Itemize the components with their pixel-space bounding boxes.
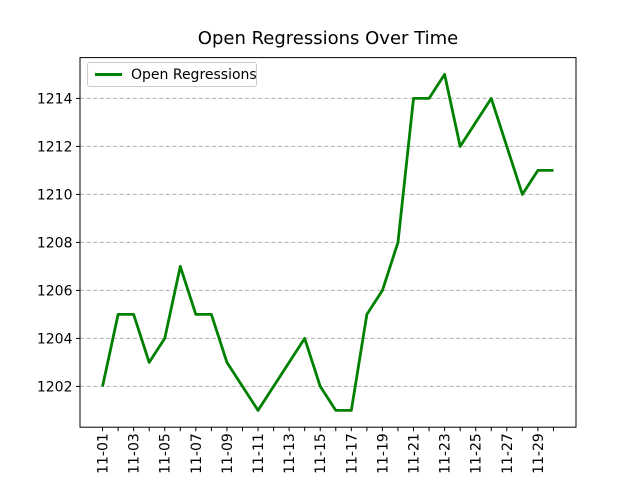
y-tick-label: 1212 <box>37 139 73 155</box>
legend-line-swatch <box>95 73 122 76</box>
x-tick-label: 11-09 <box>220 433 236 474</box>
y-tick-label: 1202 <box>37 379 73 395</box>
x-tick-label: 11-17 <box>344 433 360 474</box>
y-tick-label: 1210 <box>37 187 73 203</box>
plot-border <box>79 57 577 428</box>
y-tick-label: 1204 <box>37 331 73 347</box>
y-tick-label: 1208 <box>37 235 73 251</box>
x-tick-label: 11-15 <box>313 433 329 474</box>
x-tick-label: 11-25 <box>469 433 485 474</box>
data-line <box>101 73 554 412</box>
legend: Open Regressions <box>87 62 257 87</box>
x-tick-label: 11-11 <box>251 433 267 474</box>
x-tick-label: 11-07 <box>189 433 205 474</box>
x-tick-label: 11-03 <box>127 433 143 474</box>
y-tick-label: 1214 <box>37 91 73 107</box>
x-tick-label: 11-27 <box>500 433 516 474</box>
x-tick-label: 11-13 <box>282 433 298 474</box>
x-tick-label: 11-05 <box>158 433 174 474</box>
y-tick-label: 1206 <box>37 283 73 299</box>
chart-title: Open Regressions Over Time <box>197 28 459 49</box>
x-tick-label: 11-23 <box>438 433 454 474</box>
legend-label: Open Regressions <box>131 66 257 83</box>
x-tick-label: 11-19 <box>375 433 391 474</box>
x-tick-label: 11-21 <box>407 433 423 474</box>
x-tick-label: 11-01 <box>96 433 112 474</box>
x-tick-label: 11-29 <box>531 433 547 474</box>
